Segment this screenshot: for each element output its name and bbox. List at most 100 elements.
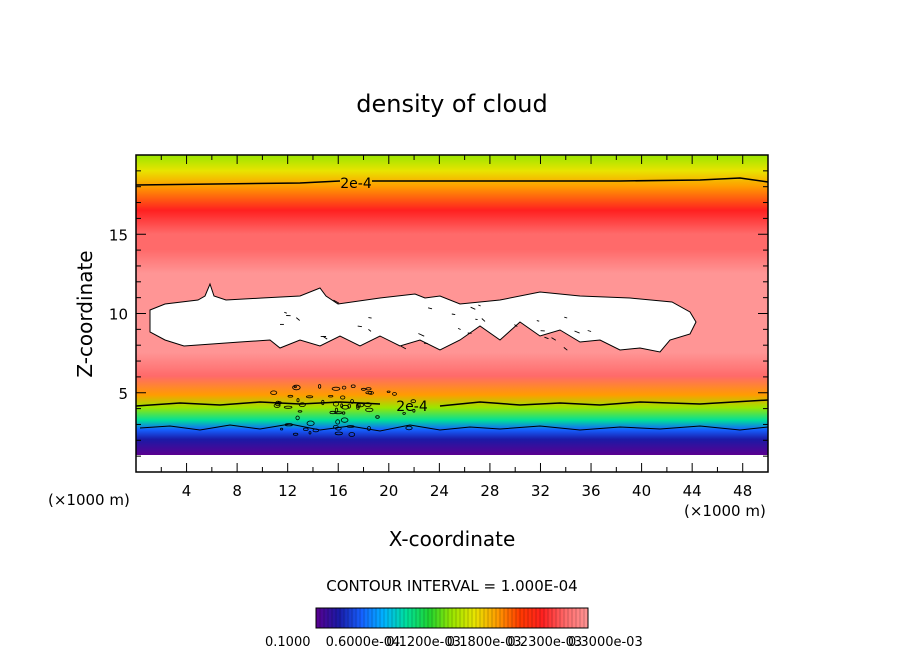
contour-speckle (386, 390, 391, 394)
contour-speckle (368, 317, 372, 319)
contour-speckle (412, 408, 416, 413)
contour-speckle (283, 405, 293, 409)
contour-speckle (328, 395, 334, 398)
contour-speckle (335, 426, 342, 431)
y-axis-ticks: 5 10 15 (109, 170, 768, 457)
contour-speckle (333, 299, 340, 304)
colorbar-tick-label: 0.2300e-03 (507, 635, 582, 650)
contour-speckle (341, 404, 350, 410)
x-unit-left: (×1000 m) (48, 491, 130, 509)
y-tick-label: 10 (109, 306, 128, 324)
colorbar-frame (315, 607, 589, 629)
x-tick-label: 24 (430, 482, 449, 500)
contour-speckle (418, 333, 425, 337)
plot-area (135, 154, 769, 473)
contour-speckle (332, 401, 339, 407)
contour-speckle (375, 415, 380, 419)
contour-speckle (481, 318, 486, 322)
contour-speckle (306, 420, 315, 426)
x-tick-label: 4 (182, 482, 192, 500)
contour-speckle (348, 432, 356, 437)
contour-speckle (365, 391, 373, 395)
contour-speckle (297, 410, 303, 413)
contour-line-base (139, 423, 769, 432)
contour-speckle (279, 427, 284, 431)
colorbar (315, 607, 589, 629)
contour-speckle (296, 317, 300, 321)
contour-speckle (296, 398, 300, 403)
contour-speckle (274, 400, 281, 407)
colorbar-tick-label: 0.6000e-04 (326, 635, 401, 650)
contour-speckle (295, 415, 300, 421)
contour-speckle (451, 313, 456, 316)
contour-speckle (514, 324, 518, 327)
chart-title: density of cloud (356, 90, 547, 118)
colorbar-labels: 0.1000 0.6000e-040.1200e-030.1800e-030.23… (265, 635, 643, 650)
x-tick-label: 44 (683, 482, 702, 500)
colorbar-tick-label: 0.1800e-03 (447, 635, 522, 650)
contour-speckle (292, 432, 299, 436)
x-tick-label: 16 (329, 482, 348, 500)
colorbar-tick-label: 0.1000 (265, 635, 311, 650)
contour-speckle (312, 428, 319, 433)
colorbar-tick-label: 0.3000e-03 (568, 635, 643, 650)
contour-speckle (410, 399, 416, 404)
y-axis-label: Z-coordinate (73, 250, 97, 377)
x-axis-label: X-coordinate (389, 527, 516, 551)
contour-speckle (308, 431, 312, 435)
contour-label: 2e-4 (340, 176, 372, 192)
contour-speckle (334, 411, 343, 415)
x-unit-right: (×1000 m) (684, 502, 766, 520)
contour-line-upper (135, 177, 769, 186)
contour-speckle (400, 345, 407, 350)
contour-speckle (544, 336, 549, 340)
contour-speckle (587, 330, 592, 332)
x-tick-label: 32 (531, 482, 550, 500)
contour-speckle (292, 384, 301, 391)
contour-speckle (334, 407, 339, 413)
colorbar-stripes (315, 608, 589, 628)
contour-speckle (365, 387, 372, 391)
x-axis-ticks: 4 8 12 16 20 24 28 32 36 40 44 48 (160, 155, 752, 500)
x-tick-label: 36 (581, 482, 600, 500)
x-tick-label: 12 (278, 482, 297, 500)
contour-speckle (284, 423, 293, 427)
contour-speckle (365, 407, 374, 413)
contour-interval-label: CONTOUR INTERVAL = 1.000E-04 (326, 577, 577, 595)
contour-speckle (298, 402, 306, 408)
contour-speckle (536, 320, 540, 322)
x-tick-label: 20 (379, 482, 398, 500)
cloud-core-region (149, 282, 697, 353)
contour-speckle (551, 337, 557, 341)
x-tick-label: 40 (632, 482, 651, 500)
contour-speckle (364, 402, 372, 408)
contour-speckle (334, 431, 343, 436)
contour-speckle (356, 404, 360, 410)
contour-speckle (335, 419, 341, 425)
contour-speckle (368, 328, 372, 332)
contour-speckle (273, 403, 281, 408)
x-tick-label: 8 (232, 482, 242, 500)
contour-speckle (402, 411, 406, 415)
x-tick-label: 28 (480, 482, 499, 500)
colorbar-fill (316, 608, 588, 628)
contour-speckle (574, 330, 580, 334)
field-background (136, 455, 768, 472)
contour-speckle (563, 347, 568, 351)
contour-speckle (287, 394, 294, 398)
contour-speckle (350, 399, 355, 404)
contour-speckle (284, 311, 287, 314)
y-tick-label: 5 (118, 385, 128, 403)
contour-speckle (350, 384, 356, 388)
contour-speckle (302, 427, 309, 431)
contour-speckle (270, 390, 278, 395)
contour-speckle (405, 425, 413, 431)
contour-line-lower (135, 399, 769, 407)
contour-speckle (360, 387, 367, 391)
contour-speckle (322, 335, 328, 340)
contour-speckle (357, 325, 362, 328)
contour-speckle (341, 385, 347, 390)
x-tick-label: 48 (733, 482, 752, 500)
contour-speckle (317, 384, 322, 389)
